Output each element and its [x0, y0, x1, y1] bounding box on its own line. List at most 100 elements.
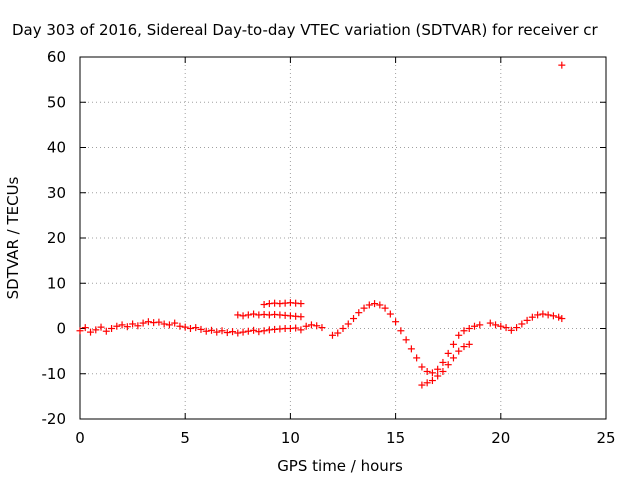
data-point — [292, 324, 300, 332]
y-tick-label: 50 — [47, 93, 66, 111]
data-point — [139, 319, 147, 327]
data-point — [334, 329, 342, 337]
data-point — [460, 343, 468, 351]
data-point — [465, 340, 473, 348]
data-point — [176, 322, 184, 330]
data-point — [539, 310, 547, 318]
data-point — [549, 312, 557, 320]
y-tick-label: 0 — [56, 320, 66, 338]
data-point — [397, 327, 405, 335]
data-point — [486, 319, 494, 327]
data-point — [239, 328, 247, 336]
data-point — [234, 311, 242, 319]
data-point — [92, 326, 100, 334]
data-point — [558, 315, 566, 323]
data-point — [355, 309, 363, 317]
x-tick-label: 25 — [596, 429, 615, 447]
data-point — [444, 349, 452, 357]
data-point — [297, 326, 305, 334]
data-point — [371, 300, 379, 308]
data-point — [544, 311, 552, 319]
data-point — [218, 327, 226, 335]
data-point — [381, 304, 389, 312]
y-tick-label: -10 — [42, 365, 67, 383]
data-point — [244, 327, 252, 335]
data-point — [528, 313, 536, 321]
y-tick-label: 30 — [47, 184, 66, 202]
data-point — [465, 325, 473, 332]
data-point — [428, 369, 436, 377]
data-point — [76, 327, 84, 335]
data-point — [87, 328, 95, 336]
data-point — [418, 363, 426, 371]
data-point — [302, 322, 310, 330]
data-point — [434, 365, 442, 373]
data-point — [81, 324, 89, 332]
y-tick-label: 60 — [47, 48, 66, 66]
data-point — [297, 300, 305, 308]
data-point — [365, 301, 373, 309]
data-point — [171, 319, 179, 327]
data-point — [407, 345, 415, 353]
data-point — [134, 322, 142, 330]
data-point — [208, 326, 215, 334]
y-axis-label: SDTVAR / TECUs — [4, 176, 22, 299]
data-point — [344, 320, 352, 328]
data-point — [449, 340, 457, 348]
data-point — [197, 325, 205, 333]
data-point — [239, 312, 247, 320]
y-tick-label: -20 — [42, 410, 67, 428]
data-point — [155, 318, 163, 326]
data-point — [129, 320, 137, 328]
data-point — [307, 321, 315, 329]
data-point — [97, 323, 105, 331]
y-tick-label: 10 — [47, 274, 66, 292]
data-point — [376, 301, 384, 309]
x-tick-label: 10 — [281, 429, 300, 447]
data-point — [413, 354, 421, 362]
data-points — [76, 61, 566, 389]
data-point — [260, 327, 268, 335]
data-point — [350, 315, 358, 323]
data-point — [223, 329, 231, 337]
data-point — [144, 318, 152, 326]
data-point — [250, 310, 258, 318]
data-point — [534, 311, 542, 319]
data-point — [392, 318, 400, 326]
data-point — [497, 322, 505, 330]
data-point — [202, 327, 210, 335]
data-point — [244, 311, 252, 319]
data-point — [428, 377, 436, 385]
data-point — [518, 320, 526, 328]
data-point — [439, 358, 447, 366]
data-point — [402, 336, 410, 344]
data-point — [507, 326, 515, 334]
data-point — [339, 325, 347, 332]
data-point — [492, 321, 500, 329]
data-point — [555, 313, 563, 321]
chart-title: Day 303 of 2016, Sidereal Day-to-day VTE… — [12, 21, 599, 39]
data-point — [476, 321, 484, 329]
data-point — [165, 321, 173, 329]
data-point — [471, 322, 478, 330]
data-point — [455, 331, 463, 339]
data-point — [386, 310, 394, 318]
data-point — [123, 323, 131, 331]
y-tick-label: 20 — [47, 229, 66, 247]
data-point — [439, 367, 447, 375]
data-point — [186, 325, 194, 332]
x-axis-label: GPS time / hours — [277, 457, 403, 475]
data-point — [328, 331, 336, 339]
data-point — [181, 323, 189, 331]
x-tick-label: 20 — [491, 429, 510, 447]
data-point — [513, 324, 521, 332]
data-point — [423, 367, 431, 375]
data-point — [260, 301, 268, 309]
data-point — [423, 379, 431, 387]
data-point — [558, 61, 566, 69]
x-tick-label: 0 — [75, 429, 85, 447]
data-point — [108, 325, 116, 332]
data-point — [234, 329, 242, 337]
data-point — [449, 354, 457, 362]
